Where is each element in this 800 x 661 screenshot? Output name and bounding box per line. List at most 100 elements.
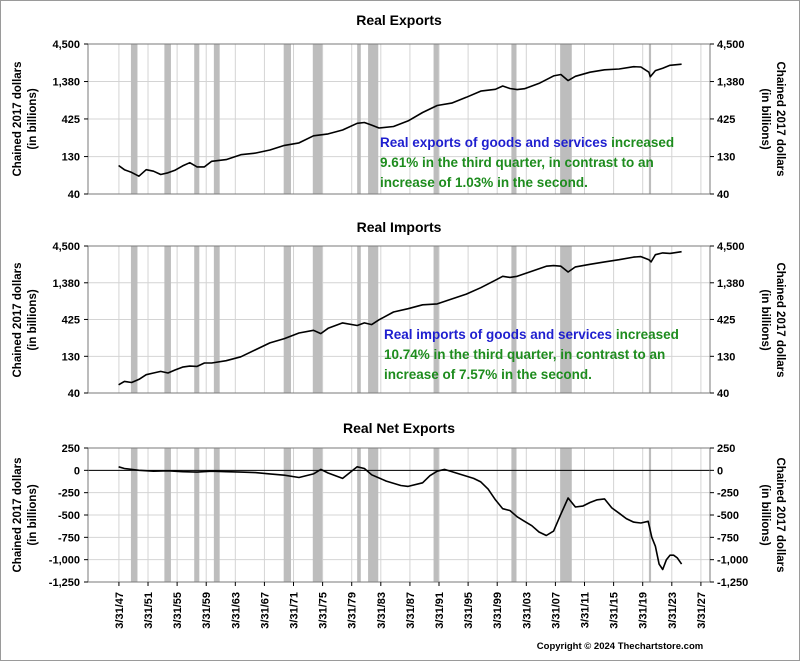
panel-3: Real Net Exports -1,250 -1,250 -1,000 -1,000… xyxy=(12,420,786,629)
recession-bar xyxy=(164,448,171,582)
recession-bar xyxy=(283,246,291,393)
annotation-line: 9.61% in the third quarter, in contrast … xyxy=(380,155,654,170)
y-tick-label-left: 130 xyxy=(62,152,80,164)
y-tick-label-left: 40 xyxy=(68,388,80,400)
annotation-segment: increase of 7.57% in the second. xyxy=(384,367,592,382)
annotation-segment: increased xyxy=(611,135,674,150)
annotation-line: increase of 1.03% in the second. xyxy=(380,175,588,190)
y-axis-label-right: Chained 2017 dollars xyxy=(774,61,786,176)
y-tick-label-left: 4,500 xyxy=(52,39,80,51)
copyright-text: Copyright © 2024 Thechartstore.com xyxy=(537,641,703,652)
recession-bar xyxy=(511,246,517,393)
y-tick-label-left: 4,500 xyxy=(52,241,80,253)
recession-bar xyxy=(194,246,200,393)
x-tick-label: 3/31/95 xyxy=(463,592,475,629)
y-tick-label-left: -1,250 xyxy=(49,577,80,589)
x-tick-label: 3/31/11 xyxy=(580,592,592,628)
annotation-line: Real imports of goods and services incre… xyxy=(384,327,679,342)
y-tick-label-left: -1,000 xyxy=(49,555,80,567)
y-axis-label-right: Chained 2017 dollars xyxy=(774,457,786,572)
annotation-segment: 9.61% in the third quarter, in contrast … xyxy=(380,155,654,170)
x-tick-label: 3/31/91 xyxy=(434,592,446,629)
x-tick-label: 3/31/63 xyxy=(230,592,242,629)
annotation-segment: increased xyxy=(616,327,679,342)
x-tick-label: 3/31/67 xyxy=(259,592,271,629)
recession-bar xyxy=(130,448,138,582)
y-tick-label-right: 4,500 xyxy=(717,39,745,51)
y-tick-label-right: 1,380 xyxy=(717,77,745,89)
recession-bar xyxy=(283,448,291,582)
x-tick-label: 3/31/19 xyxy=(638,592,650,629)
recession-bar xyxy=(560,448,572,582)
y-tick-label-right: -1,000 xyxy=(717,555,748,567)
recession-bar xyxy=(312,448,323,582)
series-line-1 xyxy=(118,250,682,386)
y-tick-label-right: 4,500 xyxy=(717,241,745,253)
y-axis-label-left: Chained 2017 dollars xyxy=(12,457,24,572)
y-tick-label-right: 250 xyxy=(717,443,735,455)
recession-bar xyxy=(130,246,138,393)
y-tick-label-left: -750 xyxy=(58,532,80,544)
x-tick-label: 3/31/47 xyxy=(114,592,126,629)
x-tick-label: 3/31/87 xyxy=(405,592,417,629)
y-tick-label-left: 1,380 xyxy=(52,77,80,89)
y-tick-label-right: 40 xyxy=(717,189,729,201)
y-tick-label-right: -1,250 xyxy=(717,577,748,589)
y-axis-label-right: (in billions) xyxy=(759,484,771,545)
x-tick-label: 3/31/83 xyxy=(376,592,388,629)
y-tick-label-left: 130 xyxy=(62,351,80,363)
recession-bar xyxy=(357,44,361,194)
y-axis-label-left: (in billions) xyxy=(27,88,39,149)
chart-title: Real Net Exports xyxy=(343,420,455,436)
y-tick-label-right: 1,380 xyxy=(717,278,745,290)
panel-2: Real Imports 40 40 130 130 425 425 1,380 1,380 4,… xyxy=(12,219,786,400)
annotation-segment: 10.74% in the third quarter, in contrast… xyxy=(384,347,665,362)
y-tick-label-right: 130 xyxy=(717,351,735,363)
chart-title: Real Imports xyxy=(357,219,442,235)
recession-bar xyxy=(368,246,379,393)
y-tick-label-left: 40 xyxy=(68,189,80,201)
recession-bar xyxy=(213,44,220,194)
y-tick-label-right: -250 xyxy=(717,488,739,500)
recession-bar xyxy=(648,448,652,582)
recession-bar xyxy=(283,44,291,194)
x-tick-label: 3/31/03 xyxy=(521,592,533,629)
recession-bar xyxy=(368,44,379,194)
y-tick-label-left: -250 xyxy=(58,488,80,500)
x-tick-label: 3/31/07 xyxy=(550,592,562,629)
recession-bar xyxy=(511,44,517,194)
recession-bar xyxy=(357,246,361,393)
y-tick-label-right: 425 xyxy=(717,314,735,326)
y-tick-label-left: 250 xyxy=(62,443,80,455)
annotation-line: 10.74% in the third quarter, in contrast… xyxy=(384,347,665,362)
recession-bar xyxy=(648,246,652,393)
x-tick-label: 3/31/99 xyxy=(492,592,504,629)
recession-bar xyxy=(433,246,439,393)
y-axis-label-left: (in billions) xyxy=(27,484,39,545)
x-tick-label: 3/31/15 xyxy=(609,592,621,629)
recession-bar xyxy=(164,246,171,393)
y-axis-label-right: Chained 2017 dollars xyxy=(774,262,786,377)
y-tick-label-right: 0 xyxy=(717,465,723,477)
series-line-1 xyxy=(118,465,683,571)
x-tick-label: 3/31/71 xyxy=(289,592,301,629)
x-tick-label: 3/31/27 xyxy=(696,592,708,629)
y-tick-label-right: 40 xyxy=(717,388,729,400)
annotation-line: Real exports of goods and services incre… xyxy=(380,135,674,150)
y-tick-label-left: 1,380 xyxy=(52,278,80,290)
annotation-segment: increase of 1.03% in the second. xyxy=(380,175,588,190)
recession-bar xyxy=(433,448,439,582)
y-axis-label-right: (in billions) xyxy=(759,289,771,350)
y-axis-label-right: (in billions) xyxy=(759,88,771,149)
annotation-line: increase of 7.57% in the second. xyxy=(384,367,592,382)
x-tick-label: 3/31/23 xyxy=(667,592,679,629)
recession-bar xyxy=(164,44,171,194)
recession-bar xyxy=(560,246,572,393)
x-tick-label: 3/31/55 xyxy=(172,592,184,629)
recession-bar xyxy=(213,246,220,393)
recession-bar xyxy=(194,448,200,582)
chart-title: Real Exports xyxy=(356,12,442,28)
recession-bar xyxy=(213,448,220,582)
y-tick-label-right: 425 xyxy=(717,114,735,126)
